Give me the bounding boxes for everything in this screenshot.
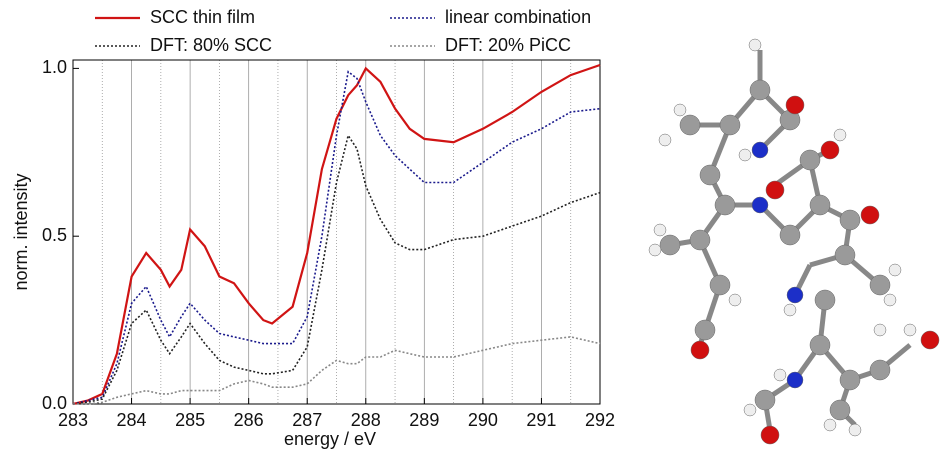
- series-line: [72, 63, 601, 406]
- y-axis-label: norm. intensity: [11, 173, 31, 290]
- series-line: [72, 133, 601, 405]
- y-tick-label: 0.5: [42, 225, 67, 245]
- x-tick-label: 291: [526, 410, 556, 430]
- x-tick-label: 292: [585, 410, 615, 430]
- legend-label: SCC thin film: [150, 7, 255, 27]
- x-tick-label: 283: [58, 410, 88, 430]
- x-tick-label: 290: [468, 410, 498, 430]
- legend-label: linear combination: [445, 7, 591, 27]
- x-tick-label: 285: [175, 410, 205, 430]
- series-line: [73, 336, 601, 405]
- x-tick-label: 286: [234, 410, 264, 430]
- legend-label: DFT: 80% SCC: [150, 35, 272, 55]
- x-axis-label: energy / eV: [284, 429, 376, 449]
- y-tick-label: 0.0: [42, 393, 67, 413]
- y-tick-label: 1.0: [42, 57, 67, 77]
- atoms: [648, 38, 940, 445]
- x-tick-label: 284: [117, 410, 147, 430]
- legend-label: DFT: 20% PiCC: [445, 35, 571, 55]
- x-tick-label: 287: [292, 410, 322, 430]
- plot-frame: [72, 59, 601, 405]
- x-tick-label: 288: [351, 410, 381, 430]
- x-tick-label: 289: [409, 410, 439, 430]
